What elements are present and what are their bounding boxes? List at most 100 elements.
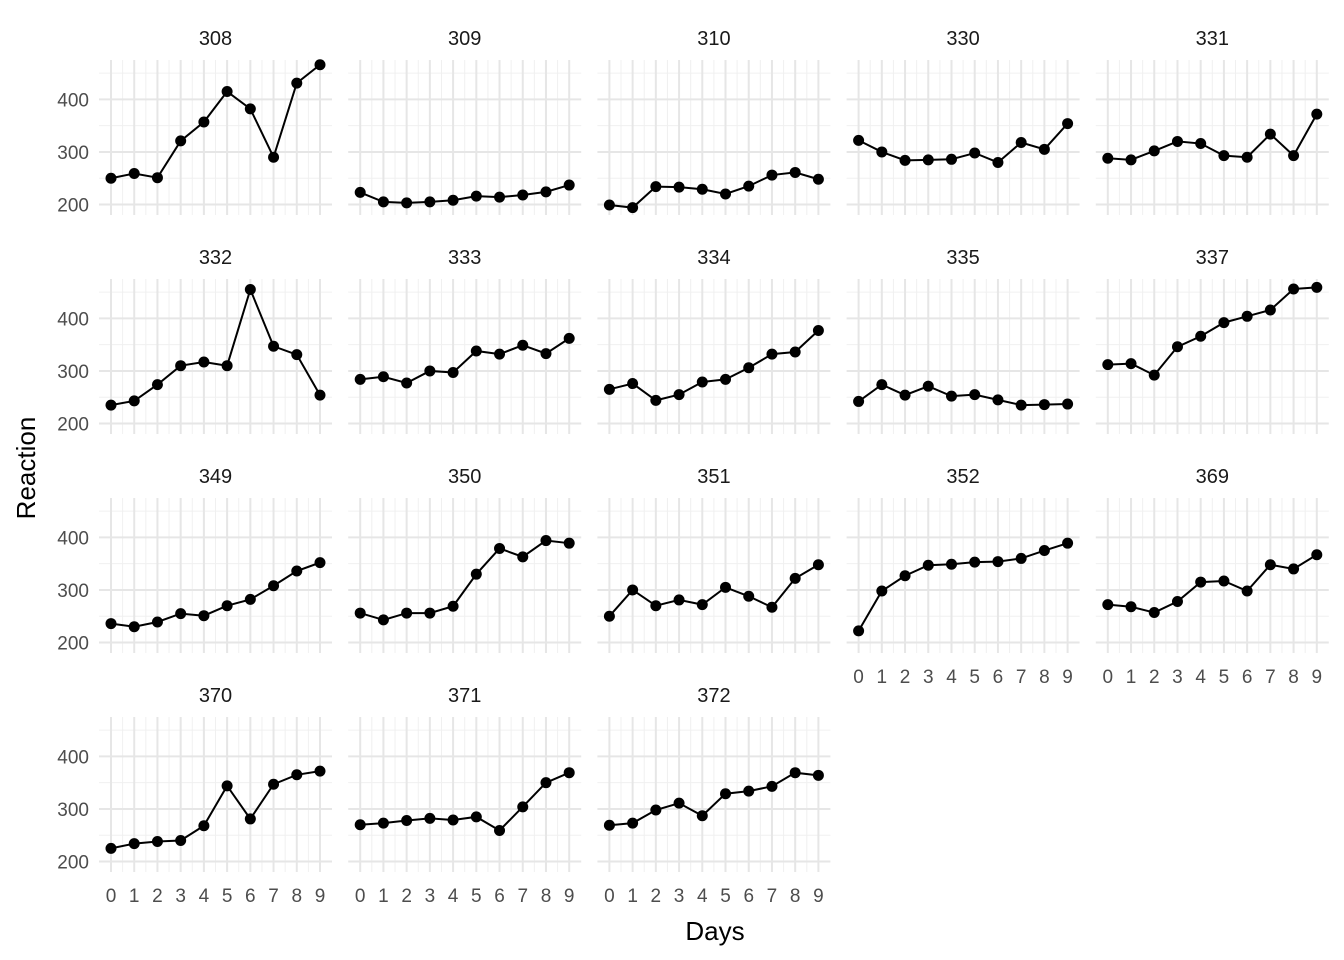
data-point — [291, 769, 303, 781]
data-point — [899, 570, 911, 582]
facet-strip-label: 330 — [946, 28, 979, 50]
data-point — [128, 838, 140, 850]
x-tick-label: 8 — [790, 886, 801, 907]
x-tick-label: 7 — [767, 886, 778, 907]
data-point — [470, 190, 482, 202]
data-point — [221, 600, 233, 612]
x-tick-label: 2 — [651, 886, 662, 907]
x-tick-label: 6 — [245, 886, 256, 907]
data-point — [314, 765, 326, 777]
data-point — [945, 390, 957, 402]
data-point — [494, 824, 506, 836]
y-tick-label: 400 — [57, 528, 89, 549]
data-point — [354, 607, 366, 619]
data-point — [899, 154, 911, 166]
y-tick-label: 200 — [57, 852, 89, 873]
data-point — [105, 842, 117, 854]
x-tick-label: 2 — [401, 886, 412, 907]
facet-panel-310: 310 — [597, 28, 831, 215]
data-point — [696, 599, 708, 611]
data-point — [151, 379, 163, 391]
x-tick-label: 9 — [1312, 667, 1323, 688]
facet-strip-label: 333 — [448, 247, 481, 269]
data-point — [151, 836, 163, 848]
data-point — [922, 380, 934, 392]
data-point — [1148, 145, 1160, 157]
facet-panel-351: 351 — [597, 466, 831, 653]
data-point — [221, 360, 233, 372]
data-point — [447, 194, 459, 206]
data-point — [424, 607, 436, 619]
data-point — [922, 154, 934, 166]
facet-panel-333: 333 — [348, 247, 582, 434]
x-tick-label: 9 — [1062, 667, 1073, 688]
y-tick-label: 200 — [57, 195, 89, 216]
facet-strip-label: 310 — [697, 28, 730, 50]
x-tick-label: 0 — [1103, 667, 1114, 688]
x-tick-label: 0 — [604, 886, 615, 907]
data-point — [470, 568, 482, 580]
x-tick-label: 1 — [378, 886, 389, 907]
data-point — [494, 191, 506, 203]
facet-panel-337: 337 — [1095, 247, 1329, 434]
data-point — [1148, 369, 1160, 381]
x-tick-label: 6 — [1242, 667, 1253, 688]
x-tick-label: 2 — [152, 886, 163, 907]
facet-panel-369: 369 0 1 2 3 4 5 6 7 8 9 — [1095, 466, 1329, 688]
data-point — [151, 172, 163, 184]
x-tick-label: 1 — [877, 667, 888, 688]
data-point — [175, 360, 187, 372]
data-point — [627, 202, 639, 214]
data-point — [743, 362, 755, 374]
y-tick-label: 300 — [57, 362, 89, 383]
series-line — [110, 286, 321, 407]
data-point — [720, 581, 732, 593]
data-point — [314, 389, 326, 401]
data-point — [517, 551, 529, 563]
data-point — [789, 166, 801, 178]
data-point — [540, 535, 552, 547]
data-point — [743, 180, 755, 192]
facet-strip-label: 334 — [697, 247, 730, 269]
data-point — [244, 813, 256, 825]
data-point — [244, 284, 256, 296]
facet-panel-372: 372 0 1 2 3 4 5 6 7 8 9 — [597, 685, 831, 907]
data-point — [789, 767, 801, 779]
facet-strip-label: 372 — [697, 685, 730, 707]
data-point — [1125, 358, 1137, 370]
series-line — [857, 542, 1068, 632]
data-point — [540, 348, 552, 360]
data-point — [128, 167, 140, 179]
data-point — [563, 767, 575, 779]
series-line — [110, 63, 321, 180]
data-point — [377, 371, 389, 383]
data-point — [447, 600, 459, 612]
data-point — [1015, 136, 1027, 148]
data-point — [1264, 304, 1276, 316]
data-point — [696, 810, 708, 822]
facet-panel-309: 309 — [348, 28, 582, 215]
data-point — [673, 594, 685, 606]
x-tick-label: 4 — [697, 886, 708, 907]
data-point — [354, 819, 366, 831]
data-point — [424, 196, 436, 208]
data-point — [244, 593, 256, 605]
series-line — [359, 539, 570, 621]
series-line — [609, 171, 819, 209]
series-line — [360, 337, 570, 385]
x-tick-label: 0 — [106, 886, 117, 907]
data-point — [1288, 283, 1300, 295]
y-tick-label: 200 — [57, 633, 89, 654]
facet-panel-334: 334 — [597, 247, 831, 434]
data-point — [198, 116, 210, 128]
data-point — [494, 542, 506, 554]
facet-panel-352: 352 0 1 2 3 4 5 6 7 8 9 — [846, 466, 1080, 688]
data-point — [812, 324, 824, 336]
data-point — [175, 608, 187, 620]
data-point — [627, 584, 639, 596]
data-point — [627, 378, 639, 390]
data-point — [650, 181, 662, 193]
x-tick-label: 5 — [471, 886, 482, 907]
data-point — [1195, 576, 1207, 588]
y-tick-label: 400 — [57, 90, 89, 111]
